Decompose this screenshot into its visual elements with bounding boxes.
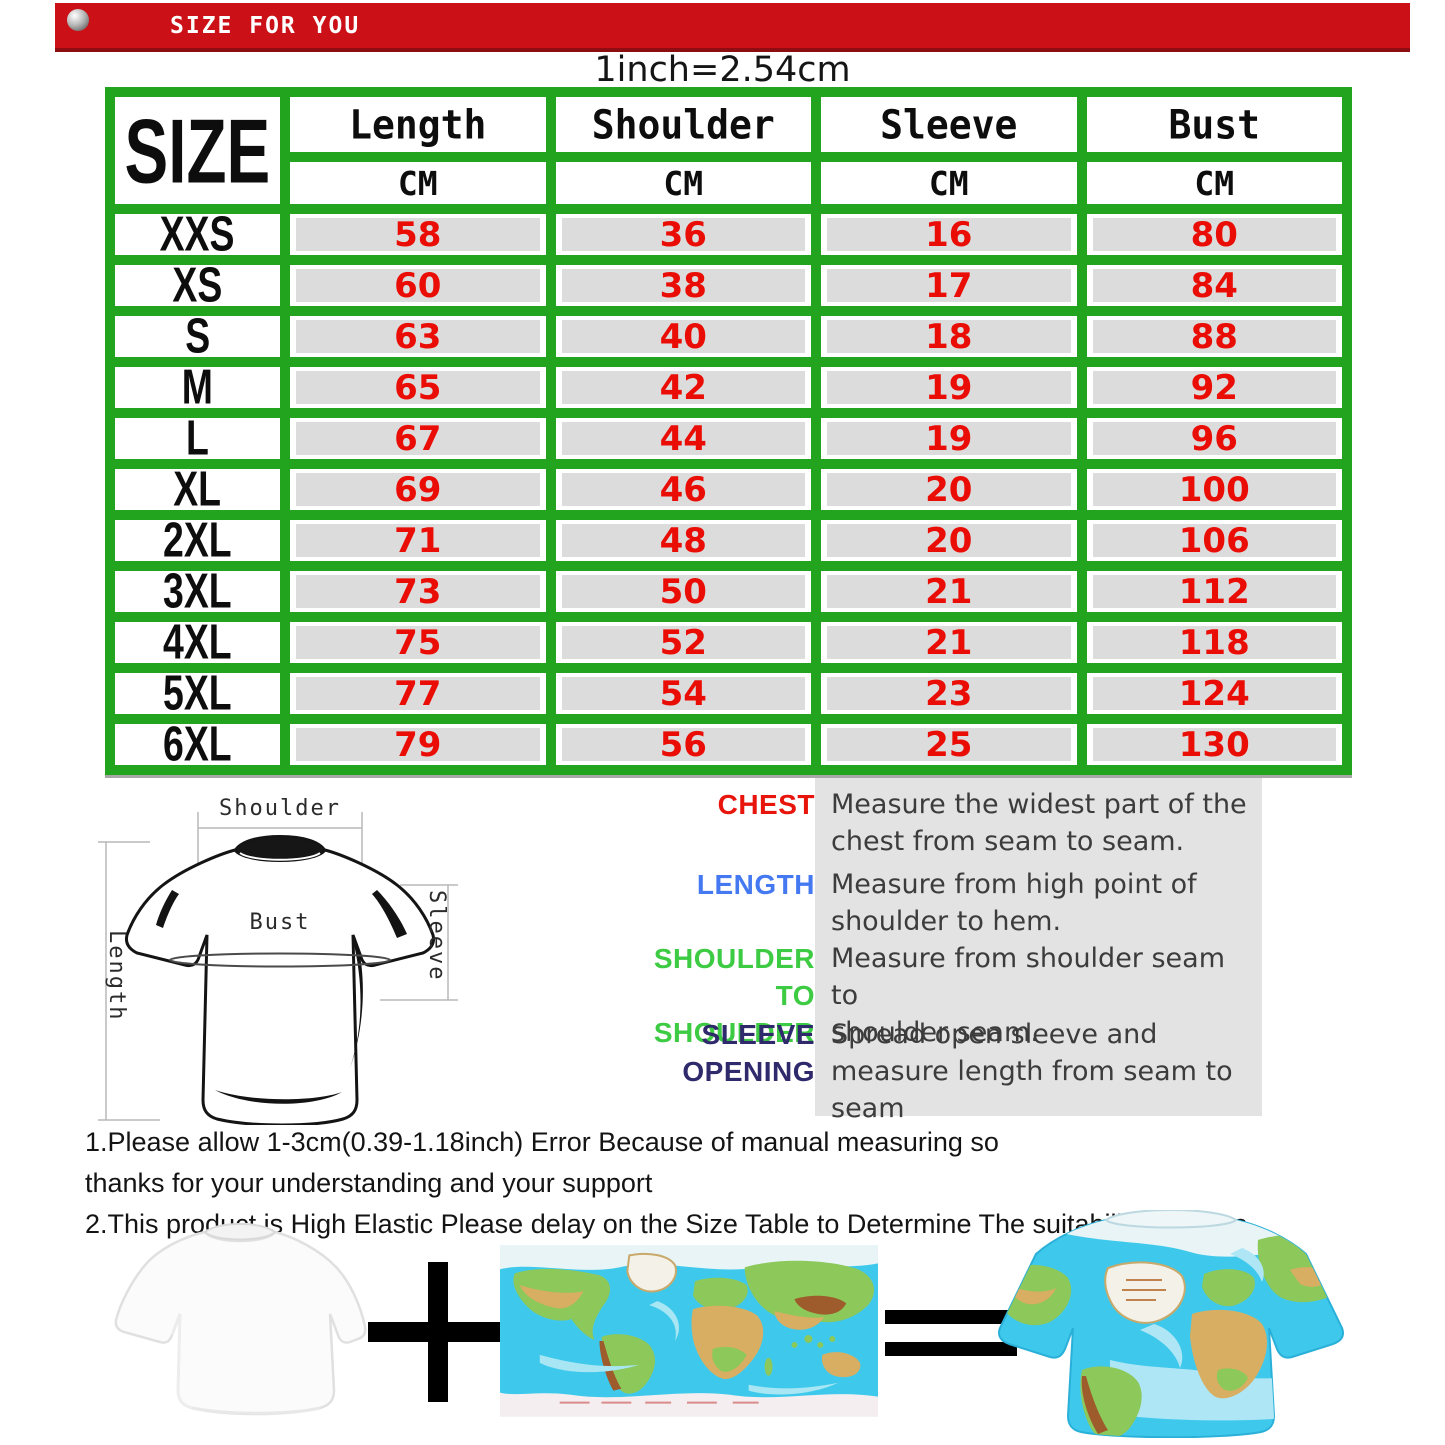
table-cell: 17 xyxy=(821,265,1077,306)
note-1: 1.Please allow 1-3cm(0.39-1.18inch) Erro… xyxy=(85,1127,999,1198)
length-description: Measure from high point of shoulder to h… xyxy=(831,869,1197,937)
guide-row-chest: CHEST Measure the widest part of the che… xyxy=(630,786,1262,860)
table-cell: 80 xyxy=(1086,214,1342,255)
diagram-bust-label: Bust xyxy=(249,910,311,935)
unit-cell: CM xyxy=(1086,162,1342,204)
table-cell: 77 xyxy=(290,673,546,714)
table-cell: 25 xyxy=(821,724,1077,765)
table-corner-size: SIZE xyxy=(115,97,280,204)
length-label: LENGTH xyxy=(696,869,815,900)
shoulder-to-shoulder-label: SHOULDER TO SHOULDER xyxy=(653,943,815,1048)
chest-label: CHEST xyxy=(717,789,815,820)
table-cell: 21 xyxy=(821,622,1077,663)
world-map-image xyxy=(500,1245,878,1417)
table-cell: 69 xyxy=(290,469,546,510)
tshirt-diagram-image xyxy=(98,812,458,1125)
column-header-length: Length xyxy=(290,97,546,152)
unit-cell: CM xyxy=(290,162,546,204)
size-label-xxs: XXS xyxy=(115,214,280,255)
table-cell: 84 xyxy=(1086,265,1342,306)
size-label-2xl: 2XL xyxy=(115,520,280,561)
size-label-5xl: 5XL xyxy=(115,673,280,714)
table-cell: 42 xyxy=(555,367,811,408)
table-cell: 124 xyxy=(1086,673,1342,714)
size-table: SIZE Length Shoulder Sleeve Bust CM CM C… xyxy=(105,87,1352,775)
table-cell: 75 xyxy=(290,622,546,663)
table-cell: 20 xyxy=(821,520,1077,561)
inch-conversion-text: 1inch=2.54cm xyxy=(594,50,851,90)
table-cell: 38 xyxy=(555,265,811,306)
brand-banner: SIZE FOR YOU xyxy=(55,3,1410,52)
table-cell: 50 xyxy=(555,571,811,612)
diagram-length-label: Length xyxy=(104,930,129,1022)
table-cell: 92 xyxy=(1086,367,1342,408)
table-cell: 54 xyxy=(555,673,811,714)
table-cell: 100 xyxy=(1086,469,1342,510)
column-header-sleeve: Sleeve xyxy=(821,97,1077,152)
table-cell: 106 xyxy=(1086,520,1342,561)
sleeve-description: Spread open sleeve and measure length fr… xyxy=(831,1019,1233,1124)
size-label-m: M xyxy=(115,367,280,408)
grommet-icon xyxy=(67,9,89,31)
table-cell: 48 xyxy=(555,520,811,561)
shoulder-description: Measure from shoulder seam to shoulder s… xyxy=(831,943,1226,1048)
brand-title: SIZE FOR YOU xyxy=(170,13,361,39)
table-cell: 67 xyxy=(290,418,546,459)
table-cell: 18 xyxy=(821,316,1077,357)
column-header-shoulder: Shoulder xyxy=(555,97,811,152)
table-cell: 96 xyxy=(1086,418,1342,459)
table-cell: 21 xyxy=(821,571,1077,612)
table-cell: 20 xyxy=(821,469,1077,510)
white-tshirt-image xyxy=(114,1222,367,1416)
table-cell: 65 xyxy=(290,367,546,408)
table-cell: 58 xyxy=(290,214,546,255)
size-label-6xl: 6XL xyxy=(115,724,280,765)
table-cell: 16 xyxy=(821,214,1077,255)
size-label-xl: XL xyxy=(115,469,280,510)
table-cell: 88 xyxy=(1086,316,1342,357)
table-cell: 40 xyxy=(555,316,811,357)
table-cell: 19 xyxy=(821,418,1077,459)
table-cell: 60 xyxy=(290,265,546,306)
size-label-l: L xyxy=(115,418,280,459)
table-cell: 46 xyxy=(555,469,811,510)
table-cell: 56 xyxy=(555,724,811,765)
table-cell: 130 xyxy=(1086,724,1342,765)
table-cell: 52 xyxy=(555,622,811,663)
guide-background-panel xyxy=(815,778,1262,1116)
guide-row-length: LENGTH Measure from high point of should… xyxy=(630,866,1262,940)
column-header-bust: Bust xyxy=(1086,97,1342,152)
table-cell: 79 xyxy=(290,724,546,765)
table-cell: 36 xyxy=(555,214,811,255)
table-cell: 71 xyxy=(290,520,546,561)
sleeve-opening-label: SLEEVE OPENING xyxy=(682,1019,815,1087)
measuring-guide: CHEST Measure the widest part of the che… xyxy=(630,778,1262,1124)
unit-cell: CM xyxy=(555,162,811,204)
plus-icon xyxy=(368,1262,508,1402)
table-cell: 44 xyxy=(555,418,811,459)
table-cell: 19 xyxy=(821,367,1077,408)
table-cell: 73 xyxy=(290,571,546,612)
table-cell: 23 xyxy=(821,673,1077,714)
equals-icon xyxy=(885,1310,1017,1356)
table-cell: 112 xyxy=(1086,571,1342,612)
guide-row-shoulder: SHOULDER TO SHOULDER Measure from should… xyxy=(630,940,1262,1051)
chest-description: Measure the widest part of the chest fro… xyxy=(831,789,1247,857)
size-label-3xl: 3XL xyxy=(115,571,280,612)
table-cell: 118 xyxy=(1086,622,1342,663)
diagram-sleeve-label: Sleeve xyxy=(424,890,449,982)
map-print-tshirt-image xyxy=(998,1210,1344,1438)
size-label-4xl: 4XL xyxy=(115,622,280,663)
table-cell: 63 xyxy=(290,316,546,357)
guide-row-sleeve: SLEEVE OPENING Spread open sleeve and me… xyxy=(630,1016,1262,1127)
size-label-s: S xyxy=(115,316,280,357)
size-label-xs: XS xyxy=(115,265,280,306)
diagram-shoulder-label: Shoulder xyxy=(219,796,341,821)
unit-cell: CM xyxy=(821,162,1077,204)
measurement-diagram: Shoulder Bust Length Sleeve xyxy=(80,790,480,1125)
